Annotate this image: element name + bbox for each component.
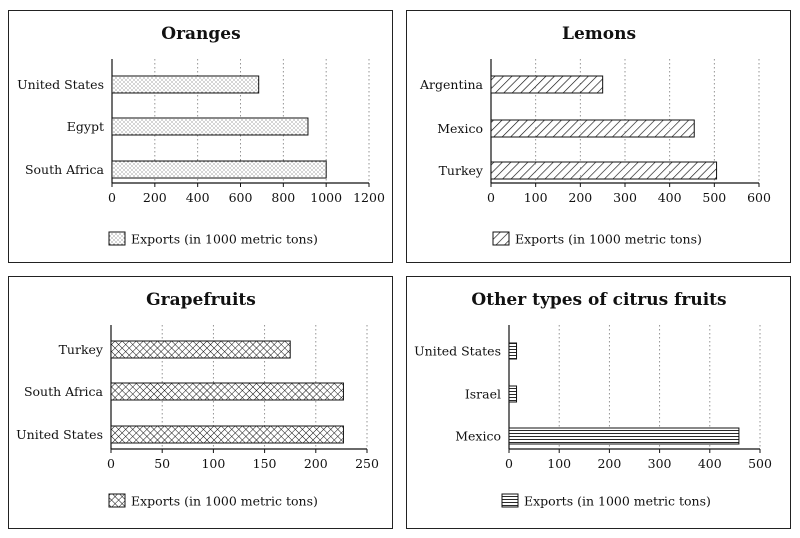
bar-united-states <box>111 75 260 94</box>
bar-turkey <box>490 161 718 180</box>
chart-title: Lemons <box>562 24 636 44</box>
tick-label: 100 <box>524 190 548 205</box>
bar-argentina <box>490 75 604 94</box>
tick-label: 600 <box>747 190 771 205</box>
tick-label: 150 <box>253 456 277 471</box>
category-label: Mexico <box>455 429 501 444</box>
tick-label: 200 <box>597 456 621 471</box>
chart-svg: Oranges 0 200 400 600 800 1000 1200 United State… <box>17 24 385 247</box>
chart-panel-lemons: Lemons 0 100 200 300 400 500 600 Argentina Mexico… <box>406 10 791 263</box>
chart-title: Grapefruits <box>146 290 256 310</box>
chart-title: Oranges <box>161 24 240 44</box>
category-label: United States <box>16 427 103 442</box>
chart-panel-grapefruits: Grapefruits 0 50 100 150 200 250 Turkey South Af… <box>8 276 393 529</box>
category-label: Egypt <box>67 119 104 134</box>
tick-label: 250 <box>355 456 379 471</box>
category-label: Argentina <box>419 77 484 92</box>
legend-label: Exports (in 1000 metric tons) <box>524 494 711 509</box>
chart-panel-other-citrus: Other types of citrus fruits 0 100 200 300 40… <box>406 276 791 529</box>
tick-label: 300 <box>648 456 672 471</box>
tick-label: 0 <box>108 190 116 205</box>
tick-label: 0 <box>487 190 495 205</box>
legend-label: Exports (in 1000 metric tons) <box>131 494 318 509</box>
category-label: Israel <box>465 387 501 402</box>
category-label: United States <box>414 344 501 359</box>
tick-label: 400 <box>698 456 722 471</box>
legend-swatch <box>108 231 126 246</box>
tick-label: 800 <box>271 190 295 205</box>
category-label: Mexico <box>437 121 483 136</box>
chart-panel-oranges: Oranges 0 200 400 600 800 1000 1200 United State… <box>8 10 393 263</box>
bar-egypt <box>111 117 309 136</box>
category-label: Turkey <box>59 342 104 357</box>
legend-swatch <box>492 231 510 246</box>
legend-swatch <box>501 493 519 508</box>
category-label: South Africa <box>24 384 104 399</box>
legend-label: Exports (in 1000 metric tons) <box>515 232 702 247</box>
legend-swatch <box>108 493 126 508</box>
bar-israel <box>508 385 518 403</box>
bar-south-africa <box>111 160 327 179</box>
tick-label: 1200 <box>353 190 385 205</box>
bar-united-states <box>110 425 344 444</box>
tick-label: 0 <box>107 456 115 471</box>
tick-label: 50 <box>154 456 170 471</box>
bar-south-africa <box>110 382 344 401</box>
tick-label: 200 <box>304 456 328 471</box>
category-label: South Africa <box>25 162 105 177</box>
bar-united-states <box>508 342 518 360</box>
chart-svg: Other types of citrus fruits 0 100 200 300 40… <box>414 290 772 509</box>
category-label: Turkey <box>439 163 484 178</box>
bar-turkey <box>110 340 291 359</box>
bar-mexico <box>490 119 695 138</box>
chart-svg: Lemons 0 100 200 300 400 500 600 Argentina Mexico… <box>419 24 771 247</box>
tick-label: 1000 <box>310 190 342 205</box>
tick-label: 100 <box>201 456 225 471</box>
category-label: United States <box>17 77 104 92</box>
tick-label: 500 <box>702 190 726 205</box>
chart-svg: Grapefruits 0 50 100 150 200 250 Turkey South Af… <box>16 290 379 509</box>
tick-label: 200 <box>568 190 592 205</box>
tick-label: 100 <box>547 456 571 471</box>
tick-label: 400 <box>186 190 210 205</box>
tick-label: 300 <box>613 190 637 205</box>
tick-label: 600 <box>229 190 253 205</box>
legend-label: Exports (in 1000 metric tons) <box>131 232 318 247</box>
tick-label: 500 <box>748 456 772 471</box>
tick-label: 0 <box>505 456 513 471</box>
bar-mexico <box>508 427 740 445</box>
chart-title: Other types of citrus fruits <box>471 290 726 310</box>
tick-label: 200 <box>143 190 167 205</box>
tick-label: 400 <box>658 190 682 205</box>
